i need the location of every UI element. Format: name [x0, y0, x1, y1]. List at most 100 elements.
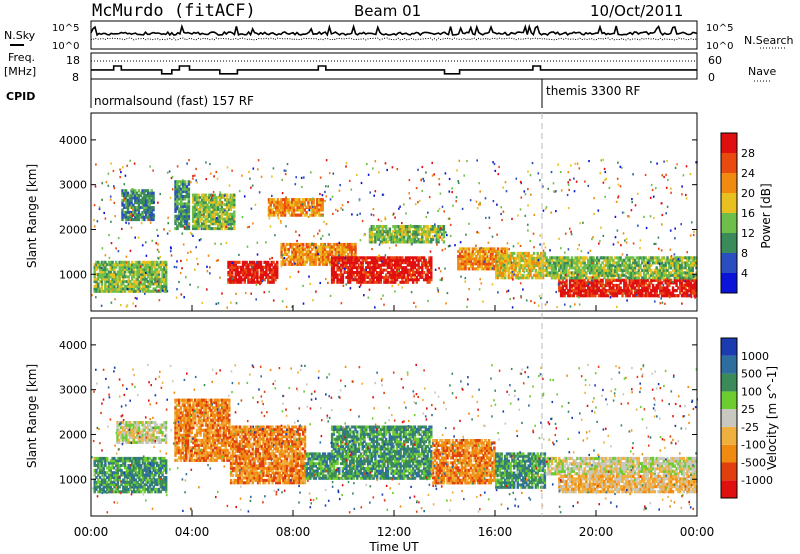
heatmap-cell: [583, 278, 586, 282]
heatmap-cell: [372, 268, 375, 272]
heatmap-cell: [549, 256, 552, 260]
heatmap-cell: [500, 259, 503, 263]
heatmap-cell: [637, 268, 640, 272]
heatmap-cell: [343, 271, 346, 274]
heatmap-cell: [403, 235, 406, 239]
heatmap-cell: [588, 291, 592, 295]
heatmap-cell: [178, 185, 181, 189]
heatmap-cell: [131, 287, 134, 291]
heatmap-cell: [212, 216, 215, 219]
heatmap-cell: [527, 170, 529, 173]
heatmap-cell: [495, 256, 498, 260]
heatmap-cell: [518, 266, 521, 270]
heatmap-cell: [213, 210, 216, 214]
heatmap-cell: [193, 219, 197, 223]
heatmap-cell: [594, 294, 597, 298]
heatmap-cell: [587, 278, 590, 282]
heatmap-cell: [274, 234, 276, 237]
heatmap-cell: [227, 270, 230, 274]
heatmap-cell: [208, 215, 211, 219]
heatmap-cell: [651, 256, 655, 260]
heatmap-cell: [287, 203, 290, 207]
heatmap-cell: [139, 191, 142, 195]
heatmap-cell: [141, 198, 144, 202]
heatmap-cell: [608, 258, 611, 262]
heatmap-cell: [377, 256, 381, 260]
heatmap-cell: [249, 280, 252, 284]
heatmap-cell: [632, 283, 635, 288]
heatmap-cell: [176, 260, 178, 263]
heatmap-cell: [567, 171, 570, 174]
heatmap-cell: [209, 203, 213, 207]
heatmap-cell: [190, 181, 192, 184]
heatmap-cell: [399, 274, 401, 277]
heatmap-cell: [399, 232, 402, 236]
heatmap-cell: [559, 289, 563, 293]
heatmap-cell: [350, 252, 354, 256]
heatmap-cell: [122, 289, 125, 293]
heatmap-cell: [578, 268, 581, 272]
heatmap-cell: [123, 191, 126, 195]
heatmap-cell: [181, 190, 185, 194]
heatmap-cell: [323, 243, 325, 247]
heatmap-cell: [612, 276, 615, 280]
heatmap-cell: [157, 243, 159, 246]
heatmap-cell: [633, 266, 637, 270]
heatmap-cell: [268, 217, 271, 220]
heatmap-cell: [157, 265, 161, 269]
heatmap-cell: [677, 263, 680, 267]
heatmap-cell: [482, 252, 485, 256]
heatmap-cell: [294, 203, 297, 207]
heatmap-cell: [404, 266, 408, 270]
heatmap-cell: [359, 275, 363, 279]
heatmap-cell: [379, 268, 382, 272]
heatmap-cell: [123, 287, 127, 291]
heatmap-cell: [174, 214, 177, 218]
heatmap-cell: [213, 217, 216, 221]
heatmap-cell: [669, 261, 673, 265]
heatmap-cell: [202, 196, 206, 199]
heatmap-cell: [592, 256, 595, 260]
heatmap-cell: [370, 227, 373, 231]
heatmap-cell: [489, 249, 492, 253]
heatmap-cell: [370, 261, 373, 265]
heatmap-cell: [655, 289, 658, 293]
heatmap-cell: [206, 203, 209, 207]
heatmap-cell: [533, 301, 536, 304]
heatmap-cell: [673, 271, 676, 275]
heatmap-cell: [486, 264, 489, 268]
heatmap-cell: [127, 275, 130, 279]
heatmap-cell: [283, 256, 286, 260]
heatmap-cell: [686, 261, 689, 265]
heatmap-cell: [610, 276, 613, 280]
heatmap-cell: [388, 273, 391, 277]
heatmap-cell: [529, 174, 532, 177]
power-heatmap-cells: [91, 158, 698, 309]
heatmap-cell: [159, 192, 161, 196]
heatmap-cell: [152, 196, 155, 200]
heatmap-cell: [583, 283, 586, 288]
freq-trace: [91, 65, 697, 75]
heatmap-cell: [641, 283, 644, 288]
heatmap-cell: [229, 278, 232, 282]
heatmap-cell: [541, 261, 545, 265]
heatmap-cell: [147, 203, 150, 206]
heatmap-cell: [379, 278, 382, 282]
heatmap-cell: [159, 260, 162, 264]
heatmap-cell: [308, 208, 310, 212]
heatmap-cell: [359, 256, 363, 260]
heatmap-cell: [159, 265, 162, 269]
heatmap-cell: [537, 259, 540, 262]
heatmap-cell: [693, 276, 696, 280]
heatmap-cell: [132, 196, 135, 200]
heatmap-cell: [131, 270, 134, 274]
heatmap-cell: [202, 210, 206, 214]
heatmap-cell: [291, 247, 294, 251]
heatmap-cell: [689, 281, 693, 285]
heatmap-cell: [361, 280, 364, 284]
heatmap-cell: [390, 240, 393, 244]
heatmap-cell: [193, 210, 197, 214]
heatmap-cell: [278, 208, 281, 212]
heatmap-cell: [118, 270, 121, 274]
heatmap-cell: [150, 210, 153, 214]
